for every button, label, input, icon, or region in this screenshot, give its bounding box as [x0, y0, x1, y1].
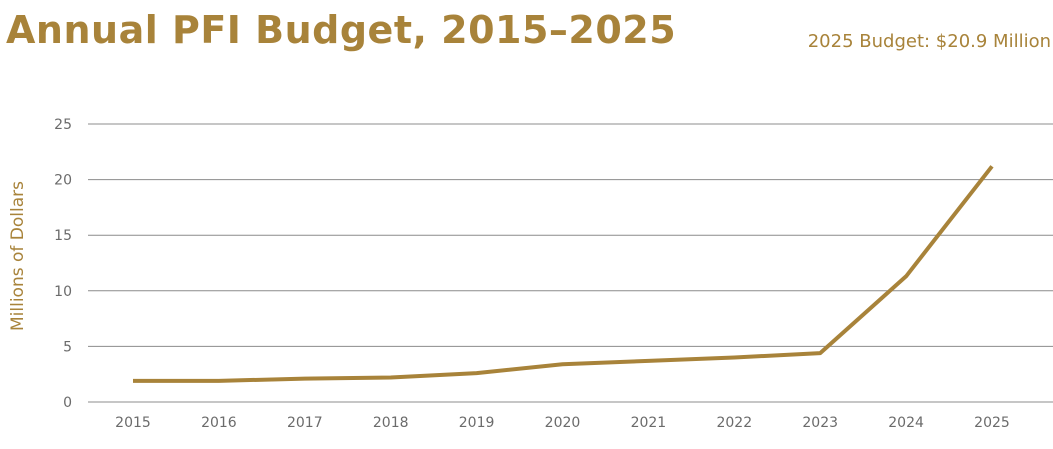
y-tick-label: 15 — [54, 228, 72, 244]
x-tick-label: 2016 — [201, 415, 237, 431]
series-line — [133, 165, 994, 383]
x-tick-label: 2024 — [888, 415, 924, 431]
x-axis-ticks: 2015 2016 2017 2018 2019 2020 2021 2022 2023 2024… — [115, 415, 1010, 431]
chart-title: Annual PFI Budget, 2015–2025 — [6, 8, 677, 52]
y-tick-label: 5 — [63, 339, 72, 355]
x-tick-label: 2019 — [459, 415, 495, 431]
x-tick-label: 2023 — [802, 415, 838, 431]
y-tick-label: 0 — [63, 395, 72, 411]
x-tick-label: 2017 — [287, 415, 323, 431]
x-tick-label: 2025 — [974, 415, 1010, 431]
x-tick-label: 2020 — [545, 415, 581, 431]
data-series — [133, 165, 994, 383]
y-tick-label: 25 — [54, 117, 72, 133]
y-axis-ticks: 0 5 10 15 20 25 — [54, 117, 72, 411]
y-axis-title: Millions of Dollars — [8, 181, 28, 331]
x-tick-label: 2018 — [373, 415, 409, 431]
y-tick-label: 10 — [54, 284, 72, 300]
x-tick-label: 2021 — [631, 415, 667, 431]
x-tick-label: 2015 — [115, 415, 151, 431]
gridlines — [88, 123, 1053, 403]
chart-subtitle: 2025 Budget: $20.9 Million — [807, 31, 1051, 52]
x-tick-label: 2022 — [716, 415, 752, 431]
y-tick-label: 20 — [54, 173, 72, 189]
